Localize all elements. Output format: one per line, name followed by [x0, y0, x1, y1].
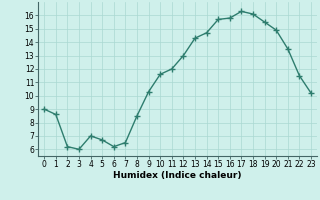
X-axis label: Humidex (Indice chaleur): Humidex (Indice chaleur): [113, 171, 242, 180]
